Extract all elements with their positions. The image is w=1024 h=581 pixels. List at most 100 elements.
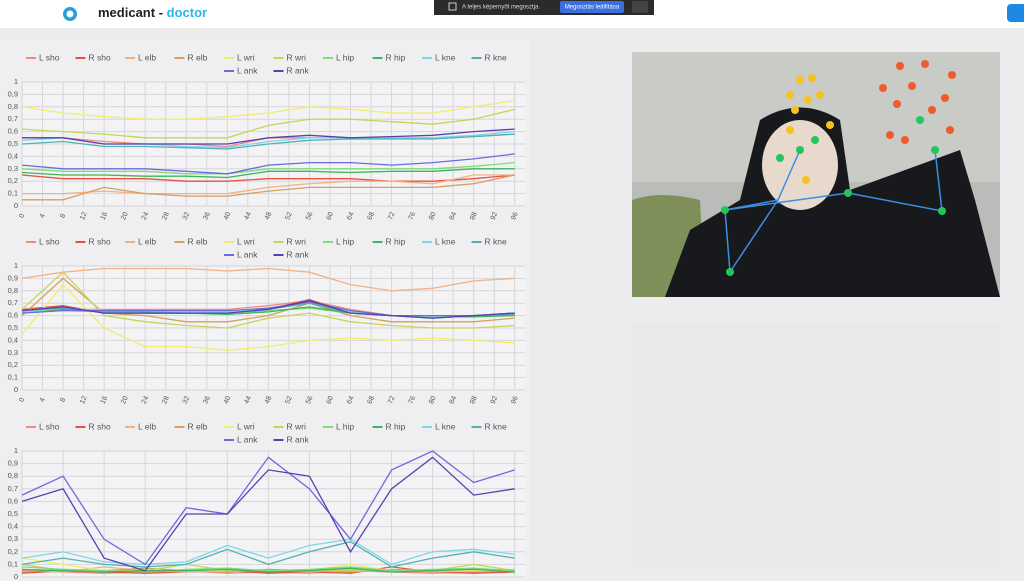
x-tick-label: 72: [387, 211, 397, 221]
y-tick-label: 0,4: [8, 335, 18, 344]
y-tick-label: 0,8: [8, 471, 18, 480]
legend-label: R elb: [188, 52, 208, 62]
y-tick-label: 0,5: [8, 323, 18, 332]
x-tick-label: 36: [202, 211, 212, 221]
legend-label: L kne: [435, 236, 456, 246]
y-tick-label: 0,5: [8, 509, 18, 518]
x-tick-label: 48: [264, 211, 274, 221]
legend-label: L elb: [138, 236, 156, 246]
legend-label: L ank: [237, 65, 258, 75]
x-tick-label: 20: [120, 211, 130, 221]
legend-label: R kne: [485, 421, 507, 431]
x-tick-label: 12: [79, 211, 89, 221]
legend-label: L elb: [138, 52, 156, 62]
stop-share-button[interactable]: [560, 1, 624, 13]
x-tick-label: 72: [387, 395, 397, 405]
legend-label: L hip: [336, 236, 354, 246]
legend-label: R ank: [287, 434, 310, 444]
series-line: [21, 174, 515, 182]
x-tick-label: 96: [510, 395, 520, 405]
y-tick-label: 0,3: [8, 164, 18, 173]
side-button[interactable]: [1007, 4, 1024, 22]
x-tick-label: 68: [367, 395, 377, 405]
series-line: [21, 271, 515, 329]
y-tick-label: 0: [14, 385, 18, 394]
series-line: [21, 108, 515, 139]
x-tick-label: 20: [120, 395, 130, 405]
x-tick-label: 44: [243, 211, 253, 221]
series-line: [21, 153, 515, 175]
separator: -: [159, 5, 163, 20]
x-tick-label: 48: [264, 395, 274, 405]
share-message: A teljes képernyőt megosztja.: [462, 5, 540, 11]
x-tick-label: 0: [18, 213, 26, 220]
legend-label: L sho: [39, 421, 60, 431]
x-tick-label: 16: [100, 395, 110, 405]
x-tick-label: 16: [100, 211, 110, 221]
legend-label: R wri: [287, 236, 306, 246]
x-tick-label: 76: [408, 211, 418, 221]
y-tick-label: 0,9: [8, 459, 18, 468]
x-tick-label: 8: [59, 397, 67, 404]
x-tick-label: 44: [243, 395, 253, 405]
series-line: [22, 128, 515, 145]
x-tick-label: 80: [428, 395, 438, 405]
y-tick-label: 0,6: [8, 127, 18, 136]
series-line: [21, 566, 515, 573]
y-tick-label: 0,1: [8, 373, 18, 382]
brand-name: medicant - doctor: [98, 5, 207, 20]
x-tick-label: 60: [325, 211, 335, 221]
x-tick-label: 12: [79, 395, 89, 405]
x-tick-label: 88: [469, 395, 479, 405]
brand: medicant: [98, 5, 156, 20]
legend-label: L kne: [435, 52, 456, 62]
legend-label: R ank: [287, 65, 310, 75]
legend-label: R elb: [188, 236, 208, 246]
legend-label: L ank: [237, 434, 258, 444]
hide-button[interactable]: [632, 1, 648, 13]
y-tick-label: 0,3: [8, 348, 18, 357]
x-tick-label: 24: [141, 211, 151, 221]
x-tick-label: 56: [305, 395, 315, 405]
x-tick-label: 4: [39, 397, 47, 404]
legend-label: L kne: [435, 421, 456, 431]
legend-label: R elb: [188, 421, 208, 431]
pose-points: [721, 116, 946, 276]
x-tick-label: 52: [284, 395, 294, 405]
legend-label: R hip: [386, 421, 406, 431]
legend-label: L sho: [39, 52, 60, 62]
y-tick-label: 0,8: [8, 286, 18, 295]
y-tick-label: 1: [14, 77, 18, 86]
x-tick-label: 24: [141, 395, 151, 405]
series-line: [21, 161, 515, 175]
y-tick-label: 0,6: [8, 496, 18, 505]
y-tick-label: 0,2: [8, 360, 18, 369]
face: [762, 120, 838, 210]
x-tick-label: 32: [182, 211, 192, 221]
series-line: [21, 133, 515, 150]
x-tick-label: 92: [490, 211, 500, 221]
legend-label: L elb: [138, 421, 156, 431]
stop-share-label[interactable]: Megosztás leállítása: [565, 5, 620, 11]
legend-label: R wri: [287, 421, 306, 431]
x-tick-label: 84: [449, 211, 459, 221]
legend-label: R ank: [287, 249, 310, 259]
role: doctor: [167, 5, 207, 20]
person: [665, 107, 1000, 297]
share-icon: [448, 2, 457, 11]
x-tick-label: 64: [346, 395, 356, 405]
x-tick-label: 96: [510, 211, 520, 221]
legend-label: L wri: [237, 236, 255, 246]
y-tick-label: 0,1: [8, 189, 18, 198]
x-tick-label: 80: [428, 211, 438, 221]
x-tick-label: 56: [305, 211, 315, 221]
legend-label: L hip: [336, 421, 354, 431]
y-tick-label: 0,7: [8, 114, 18, 123]
series-line: [21, 450, 515, 566]
x-tick-label: 40: [223, 211, 233, 221]
series-line: [22, 174, 515, 201]
y-tick-label: 0,8: [8, 102, 18, 111]
series-line: [21, 99, 515, 120]
